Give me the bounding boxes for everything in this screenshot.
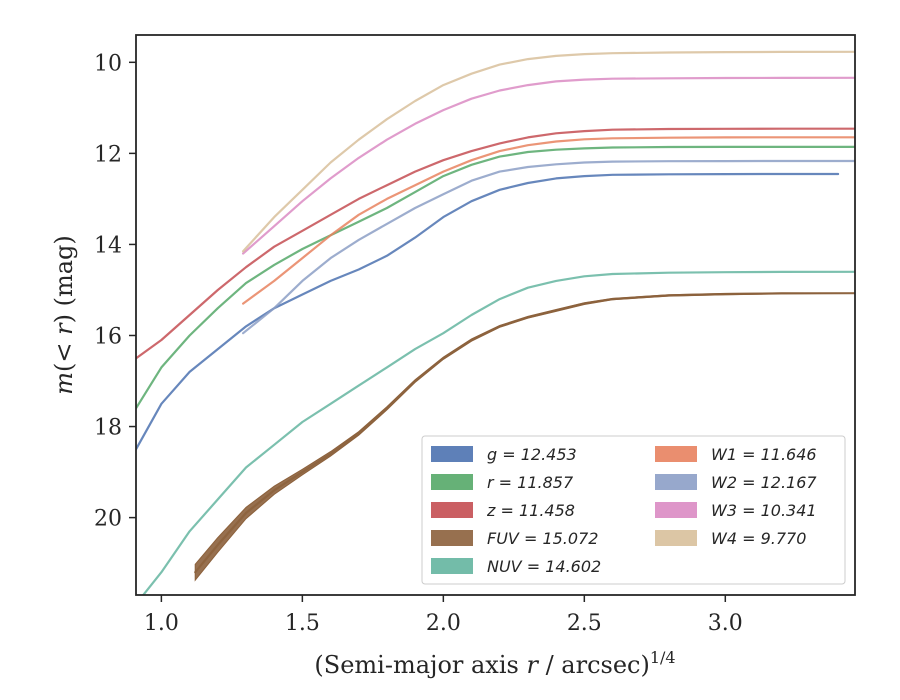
- series-line-0: [136, 172, 840, 451]
- series-line-8: [242, 50, 855, 253]
- legend-label: FUV = 15.072: [487, 529, 598, 548]
- legend-swatch: [431, 530, 473, 546]
- series-line-3: [194, 292, 855, 574]
- legend-swatch: [655, 502, 697, 518]
- y-tick-label: 16: [94, 324, 122, 349]
- legend-label: W4 = 9.770: [711, 529, 806, 548]
- legend-swatch: [655, 446, 697, 462]
- series-line-7: [242, 76, 855, 255]
- x-tick-label: 3.0: [708, 611, 743, 636]
- legend-swatch: [431, 558, 473, 574]
- series-line-1: [136, 145, 855, 410]
- x-axis-ticks: 1.0 1.5 2.0 2.5 3.0: [144, 595, 743, 636]
- series-line-4: [141, 270, 855, 595]
- plot-area: [136, 50, 855, 595]
- legend-frame: [421, 435, 846, 585]
- legend-swatch: [431, 446, 473, 462]
- axes-frame: [135, 34, 856, 596]
- x-tick-label: 2.5: [567, 611, 602, 636]
- legend-swatch: [655, 474, 697, 490]
- legend-label: g = 12.453: [487, 445, 577, 464]
- series-line-2: [136, 127, 855, 360]
- legend-label: NUV = 14.602: [487, 557, 601, 576]
- legend-label: W2 = 12.167: [711, 473, 817, 492]
- x-tick-label: 1.5: [285, 611, 320, 636]
- series-line-6: [242, 159, 855, 335]
- series-line-5: [242, 136, 855, 305]
- y-axis-ticks: 10 12 14 16 18 20: [94, 51, 136, 532]
- legend-label: W1 = 11.646: [711, 445, 817, 464]
- x-axis-label: (Semi-major axis r / arcsec)1/4: [314, 648, 675, 679]
- legend-label: z = 11.458: [486, 501, 575, 520]
- y-tick-label: 14: [94, 233, 122, 258]
- legend-swatch: [431, 502, 473, 518]
- y-tick-label: 12: [94, 142, 122, 167]
- y-axis-label: m(< r) (mag): [50, 235, 78, 395]
- y-tick-label: 18: [94, 416, 122, 441]
- legend: g = 12.453 r = 11.857 z = 11.458 FUV = 15.0…: [421, 435, 846, 585]
- legend-swatch: [431, 474, 473, 490]
- x-tick-label: 1.0: [144, 611, 179, 636]
- x-tick-label: 2.0: [426, 611, 461, 636]
- legend-label: r = 11.857: [487, 473, 574, 492]
- legend-swatch: [655, 530, 697, 546]
- y-tick-label: 10: [94, 51, 122, 76]
- y-tick-label: 20: [94, 507, 122, 532]
- legend-label: W3 = 10.341: [711, 501, 817, 520]
